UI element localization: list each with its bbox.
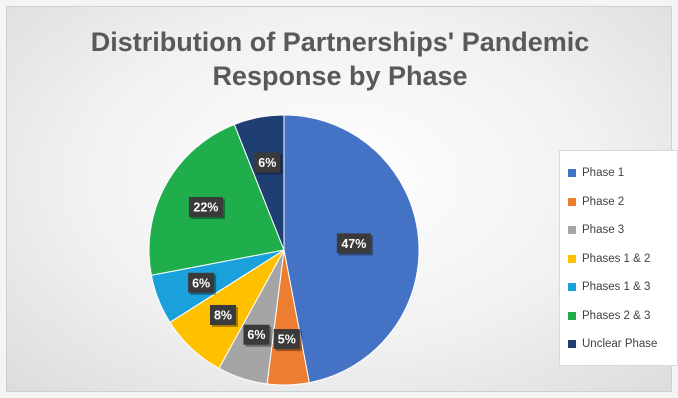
legend-label: Phases 2 & 3 xyxy=(582,309,651,322)
pie-slice-unclear-phase xyxy=(233,114,285,251)
legend-item-unclear-phase: Unclear Phase xyxy=(568,330,677,359)
legend-item-phases-1-2: Phases 1 & 2 xyxy=(568,245,677,274)
data-label-phase-1: 47% xyxy=(336,233,373,256)
data-label-phases-2-3: 22% xyxy=(188,197,225,220)
legend-item-phase-3: Phase 3 xyxy=(568,216,677,245)
legend-item-phases-2-3: Phases 2 & 3 xyxy=(568,302,677,331)
svg-text:8%: 8% xyxy=(214,308,232,322)
svg-text:6%: 6% xyxy=(192,276,210,290)
legend-swatch xyxy=(568,226,576,235)
legend-item-phase-2: Phase 2 xyxy=(568,188,677,217)
legend-label: Phase 1 xyxy=(582,167,625,180)
data-label-phase-2: 5% xyxy=(273,329,302,352)
svg-text:22%: 22% xyxy=(193,201,218,215)
svg-text:6%: 6% xyxy=(247,328,265,342)
legend-item-phases-1-3: Phases 1 & 3 xyxy=(568,273,677,302)
legend-label: Phases 1 & 3 xyxy=(582,281,651,294)
legend-label: Unclear Phase xyxy=(582,338,658,351)
legend-label: Phase 2 xyxy=(582,195,625,208)
legend-swatch xyxy=(568,283,576,292)
legend-label: Phase 3 xyxy=(582,224,625,237)
legend-swatch xyxy=(568,197,576,206)
chart-area: Distribution of Partnerships' Pandemic R… xyxy=(6,6,678,392)
data-label-phases-1-3: 6% xyxy=(188,272,217,295)
legend-swatch xyxy=(568,254,576,263)
chart-title-line-2: Response by Phase xyxy=(212,61,468,91)
legend-swatch xyxy=(568,311,576,320)
chart-title-line-1: Distribution of Partnerships' Pandemic xyxy=(90,27,590,57)
data-label-phases-1-2: 8% xyxy=(210,304,239,327)
data-label-unclear-phase: 6% xyxy=(254,152,283,175)
chart-legend: Phase 1 Phase 2 Phase 3 Phases 1 & 2 Phases … xyxy=(559,150,678,366)
legend-swatch xyxy=(568,340,576,349)
svg-text:6%: 6% xyxy=(258,156,276,170)
data-label-phase-3: 6% xyxy=(243,324,272,347)
svg-text:5%: 5% xyxy=(278,333,296,347)
chart-title: Distribution of Partnerships' Pandemic R… xyxy=(7,25,673,93)
legend-item-phase-1: Phase 1 xyxy=(568,159,677,188)
pie-chart: 47% 5% 6% 8% 6% 22% 6% xyxy=(148,114,420,386)
legend-swatch xyxy=(568,169,576,178)
svg-text:47%: 47% xyxy=(341,237,366,251)
legend-label: Phases 1 & 2 xyxy=(582,252,651,265)
